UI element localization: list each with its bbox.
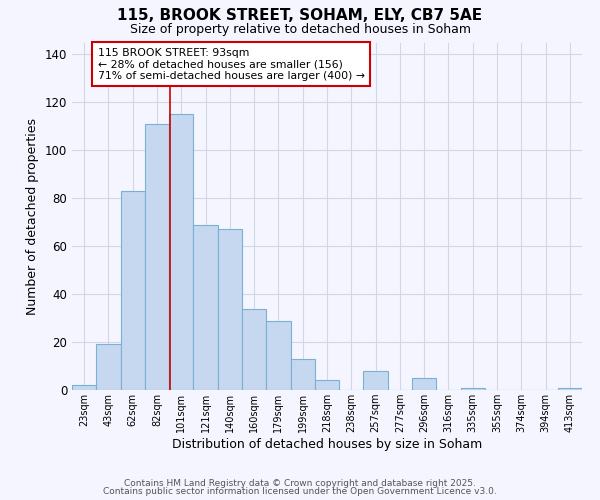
Bar [193,224,218,390]
X-axis label: Distribution of detached houses by size in Soham: Distribution of detached houses by size … [172,438,482,451]
Bar [290,359,315,390]
Bar [412,378,436,390]
Y-axis label: Number of detached properties: Number of detached properties [26,118,39,315]
Text: 115 BROOK STREET: 93sqm
← 28% of detached houses are smaller (156)
71% of semi-d: 115 BROOK STREET: 93sqm ← 28% of detache… [97,48,365,81]
Bar [364,371,388,390]
Text: Contains HM Land Registry data © Crown copyright and database right 2025.: Contains HM Land Registry data © Crown c… [124,478,476,488]
Bar [315,380,339,390]
Bar [72,385,96,390]
Bar [96,344,121,390]
Text: Contains public sector information licensed under the Open Government Licence v3: Contains public sector information licen… [103,487,497,496]
Bar [266,320,290,390]
Bar [558,388,582,390]
Bar [145,124,169,390]
Text: Size of property relative to detached houses in Soham: Size of property relative to detached ho… [130,22,470,36]
Text: 115, BROOK STREET, SOHAM, ELY, CB7 5AE: 115, BROOK STREET, SOHAM, ELY, CB7 5AE [118,8,482,22]
Bar [242,308,266,390]
Bar [461,388,485,390]
Bar [218,230,242,390]
Bar [169,114,193,390]
Bar [121,191,145,390]
